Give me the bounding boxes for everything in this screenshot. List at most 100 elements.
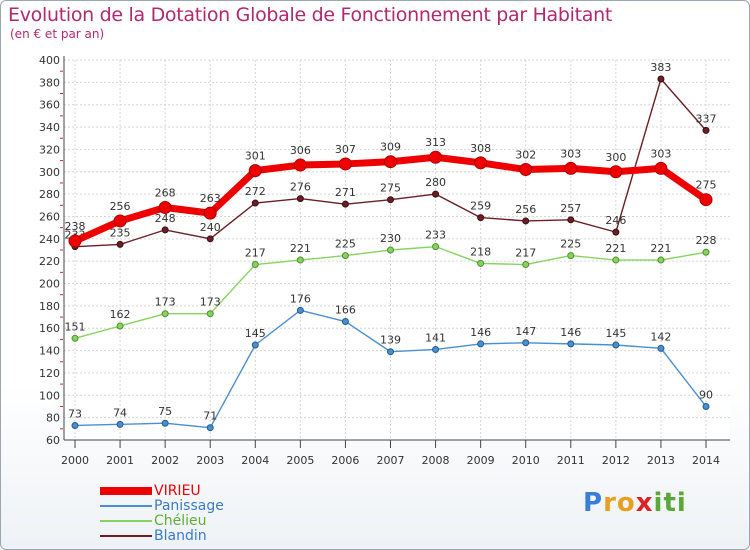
- data-label-virieu: 256: [110, 200, 131, 213]
- data-label-panissage: 166: [335, 304, 356, 317]
- point-blandin: [161, 226, 169, 234]
- point-blandin: [657, 75, 665, 83]
- data-label-panissage: 142: [650, 330, 671, 343]
- point-chelieu: [432, 243, 440, 251]
- x-tick-label: 2005: [286, 454, 314, 467]
- point-panissage: [657, 344, 665, 352]
- y-tick-label: 360: [39, 99, 60, 112]
- y-tick-label: 120: [39, 367, 60, 380]
- data-label-chelieu: 233: [425, 229, 446, 242]
- x-tick-label: 2010: [512, 454, 540, 467]
- point-virieu: [429, 150, 443, 164]
- point-virieu: [248, 164, 262, 178]
- data-label-virieu: 303: [560, 147, 581, 160]
- x-tick-label: 2004: [241, 454, 269, 467]
- data-label-blandin: 280: [425, 176, 446, 189]
- y-tick-label: 380: [39, 76, 60, 89]
- point-panissage: [567, 340, 575, 348]
- logo-letter: i: [676, 488, 687, 518]
- data-label-chelieu: 221: [650, 242, 671, 255]
- data-label-panissage: 176: [290, 292, 311, 305]
- proxiti-logo: Proxiti: [583, 488, 687, 518]
- point-virieu: [609, 165, 623, 179]
- data-label-chelieu: 217: [515, 247, 536, 260]
- data-label-panissage: 139: [380, 334, 401, 347]
- point-virieu: [384, 155, 397, 169]
- point-blandin: [522, 217, 530, 225]
- point-chelieu: [657, 256, 665, 264]
- point-panissage: [251, 341, 259, 349]
- x-tick-label: 2013: [647, 454, 675, 467]
- x-tick-label: 2006: [331, 454, 359, 467]
- data-label-blandin: 246: [605, 214, 626, 227]
- data-label-virieu: 313: [425, 136, 446, 149]
- data-label-blandin: 235: [110, 226, 131, 239]
- line-chart: 60 80 100 120 140 160 180 200 220 240 260 280 300 320…: [39, 54, 730, 467]
- point-panissage: [477, 340, 485, 348]
- x-tick-label: 2000: [61, 454, 89, 467]
- point-chelieu: [567, 252, 575, 260]
- data-label-blandin: 276: [290, 181, 311, 194]
- chart-subtitle: (en € et par an): [10, 27, 105, 41]
- y-tick-label: 340: [39, 121, 60, 134]
- point-panissage: [71, 421, 79, 429]
- point-panissage: [206, 424, 214, 432]
- point-virieu: [113, 214, 127, 228]
- data-label-chelieu: 228: [696, 234, 717, 247]
- data-label-chelieu: 218: [470, 245, 491, 258]
- data-label-blandin: 275: [380, 182, 401, 195]
- legend-item: Panissage: [100, 498, 260, 514]
- data-label-panissage: 73: [68, 407, 82, 420]
- data-label-panissage: 71: [203, 410, 217, 423]
- data-label-virieu: 300: [605, 151, 626, 164]
- data-label-chelieu: 173: [155, 296, 176, 309]
- legend-swatch: [100, 505, 152, 507]
- point-blandin: [702, 126, 710, 134]
- data-label-panissage: 147: [515, 325, 536, 338]
- legend-label: Chélieu: [154, 513, 207, 529]
- y-tick-label: 320: [39, 143, 60, 156]
- point-virieu: [338, 157, 352, 171]
- point-blandin: [477, 214, 485, 222]
- legend-item: VIRIEU: [100, 483, 260, 499]
- data-label-virieu: 263: [200, 192, 221, 205]
- point-panissage: [387, 348, 394, 356]
- point-virieu: [519, 163, 533, 177]
- data-label-chelieu: 217: [245, 247, 266, 260]
- logo-letter: i: [653, 488, 664, 518]
- legend-label: Blandin: [154, 528, 207, 544]
- data-label-chelieu: 230: [380, 232, 401, 245]
- chart-legend: VIRIEU Panissage Chélieu Blandin: [100, 483, 260, 544]
- point-chelieu: [612, 256, 620, 264]
- legend-item: Blandin: [100, 528, 260, 544]
- point-chelieu: [702, 248, 710, 256]
- data-label-blandin: 259: [470, 200, 491, 213]
- x-tick-label: 2012: [602, 454, 630, 467]
- data-label-panissage: 74: [113, 406, 127, 419]
- y-tick-label: 160: [39, 322, 60, 335]
- data-label-chelieu: 225: [335, 238, 356, 251]
- point-virieu: [158, 201, 172, 215]
- point-panissage: [432, 345, 440, 353]
- point-blandin: [341, 200, 349, 208]
- y-tick-label: 100: [39, 389, 60, 402]
- data-label-panissage: 146: [560, 326, 581, 339]
- data-label-blandin: 257: [560, 202, 581, 215]
- data-label-blandin: 383: [650, 61, 671, 74]
- point-chelieu: [296, 256, 304, 264]
- x-tick-label: 2003: [196, 454, 224, 467]
- data-label-blandin: 272: [245, 185, 266, 198]
- point-chelieu: [387, 246, 394, 254]
- point-panissage: [702, 402, 710, 410]
- x-tick-label: 2008: [422, 454, 450, 467]
- point-panissage: [341, 318, 349, 326]
- logo-letter: P: [583, 488, 604, 518]
- data-label-chelieu: 221: [290, 242, 311, 255]
- point-panissage: [612, 341, 620, 349]
- point-virieu: [293, 158, 307, 172]
- y-tick-label: 260: [39, 210, 60, 223]
- point-panissage: [161, 419, 169, 427]
- logo-letter: o: [616, 488, 636, 518]
- point-virieu: [654, 161, 668, 175]
- data-label-virieu: 306: [290, 144, 311, 157]
